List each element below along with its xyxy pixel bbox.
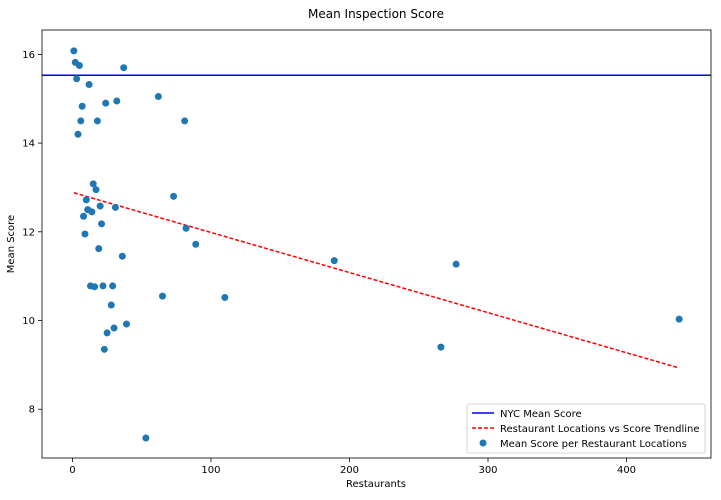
y-tick-label: 14	[22, 139, 35, 150]
scatter-point	[113, 97, 121, 105]
scatter-point	[73, 75, 81, 83]
scatter-point	[111, 203, 119, 211]
scatter-point	[330, 257, 338, 265]
legend-label-nyc-mean: NYC Mean Score	[500, 409, 582, 420]
scatter-point	[82, 196, 90, 204]
legend-label-trendline: Restaurant Locations vs Score Trendline	[500, 424, 700, 435]
scatter-point	[103, 329, 111, 337]
legend-box	[466, 403, 706, 454]
scatter-point	[437, 343, 445, 351]
scatter-point	[122, 320, 130, 328]
x-tick-label: 100	[201, 465, 220, 476]
x-axis-title: Restaurants	[346, 479, 406, 490]
scatter-point	[675, 315, 683, 323]
scatter-point	[95, 245, 103, 253]
y-tick-label: 10	[22, 316, 35, 327]
scatter-point	[107, 301, 115, 309]
legend-label-scatter: Mean Score per Restaurant Locations	[500, 439, 687, 450]
scatter-point	[85, 81, 93, 89]
x-tick-label: 0	[69, 465, 75, 476]
x-tick-label: 300	[478, 465, 497, 476]
x-tick-label: 200	[340, 465, 359, 476]
y-tick-label: 8	[29, 405, 35, 416]
scatter-point	[80, 212, 88, 220]
scatter-point	[99, 282, 107, 290]
scatter-point	[452, 260, 460, 268]
scatter-point	[154, 93, 162, 101]
scatter-point	[92, 186, 100, 194]
scatter-point	[89, 180, 97, 188]
scatter-point	[78, 102, 86, 110]
plot-frame	[41, 29, 712, 459]
scatter-point	[109, 282, 117, 290]
scatter-point	[88, 208, 96, 216]
scatter-point	[221, 293, 229, 301]
y-tick-label: 12	[22, 227, 35, 238]
scatter-point	[142, 434, 150, 442]
scatter-point	[75, 61, 83, 69]
scatter-point	[118, 252, 126, 260]
y-axis-title: Mean Score	[6, 215, 17, 273]
scatter-point	[70, 47, 78, 55]
scatter-point	[120, 64, 128, 72]
scatter-point	[77, 117, 85, 125]
y-tick-label: 16	[22, 50, 35, 61]
legend: NYC Mean Score Restaurant Locations vs S…	[466, 403, 706, 454]
chart-title: Mean Inspection Score	[308, 7, 444, 21]
scatter-point	[98, 220, 106, 228]
scatter-point	[182, 224, 190, 232]
trendline	[73, 192, 680, 369]
plot-area	[42, 47, 711, 442]
axes: 0 100 200 300 400 8 10 12 14 16	[22, 50, 636, 476]
scatter-point	[96, 202, 104, 210]
scatter-point	[170, 192, 178, 200]
scatter-point	[181, 117, 189, 125]
x-tick-label: 400	[617, 465, 636, 476]
scatter-point	[102, 99, 110, 107]
legend-swatch-scatter	[479, 439, 487, 447]
scatter-point	[74, 130, 82, 138]
scatter-point	[93, 117, 101, 125]
scatter-point	[192, 240, 200, 248]
scatter-point	[100, 345, 108, 353]
scatter-point	[110, 324, 118, 332]
scatter-point	[159, 292, 167, 300]
scatter-point	[91, 283, 99, 291]
scatter-point	[81, 230, 89, 238]
